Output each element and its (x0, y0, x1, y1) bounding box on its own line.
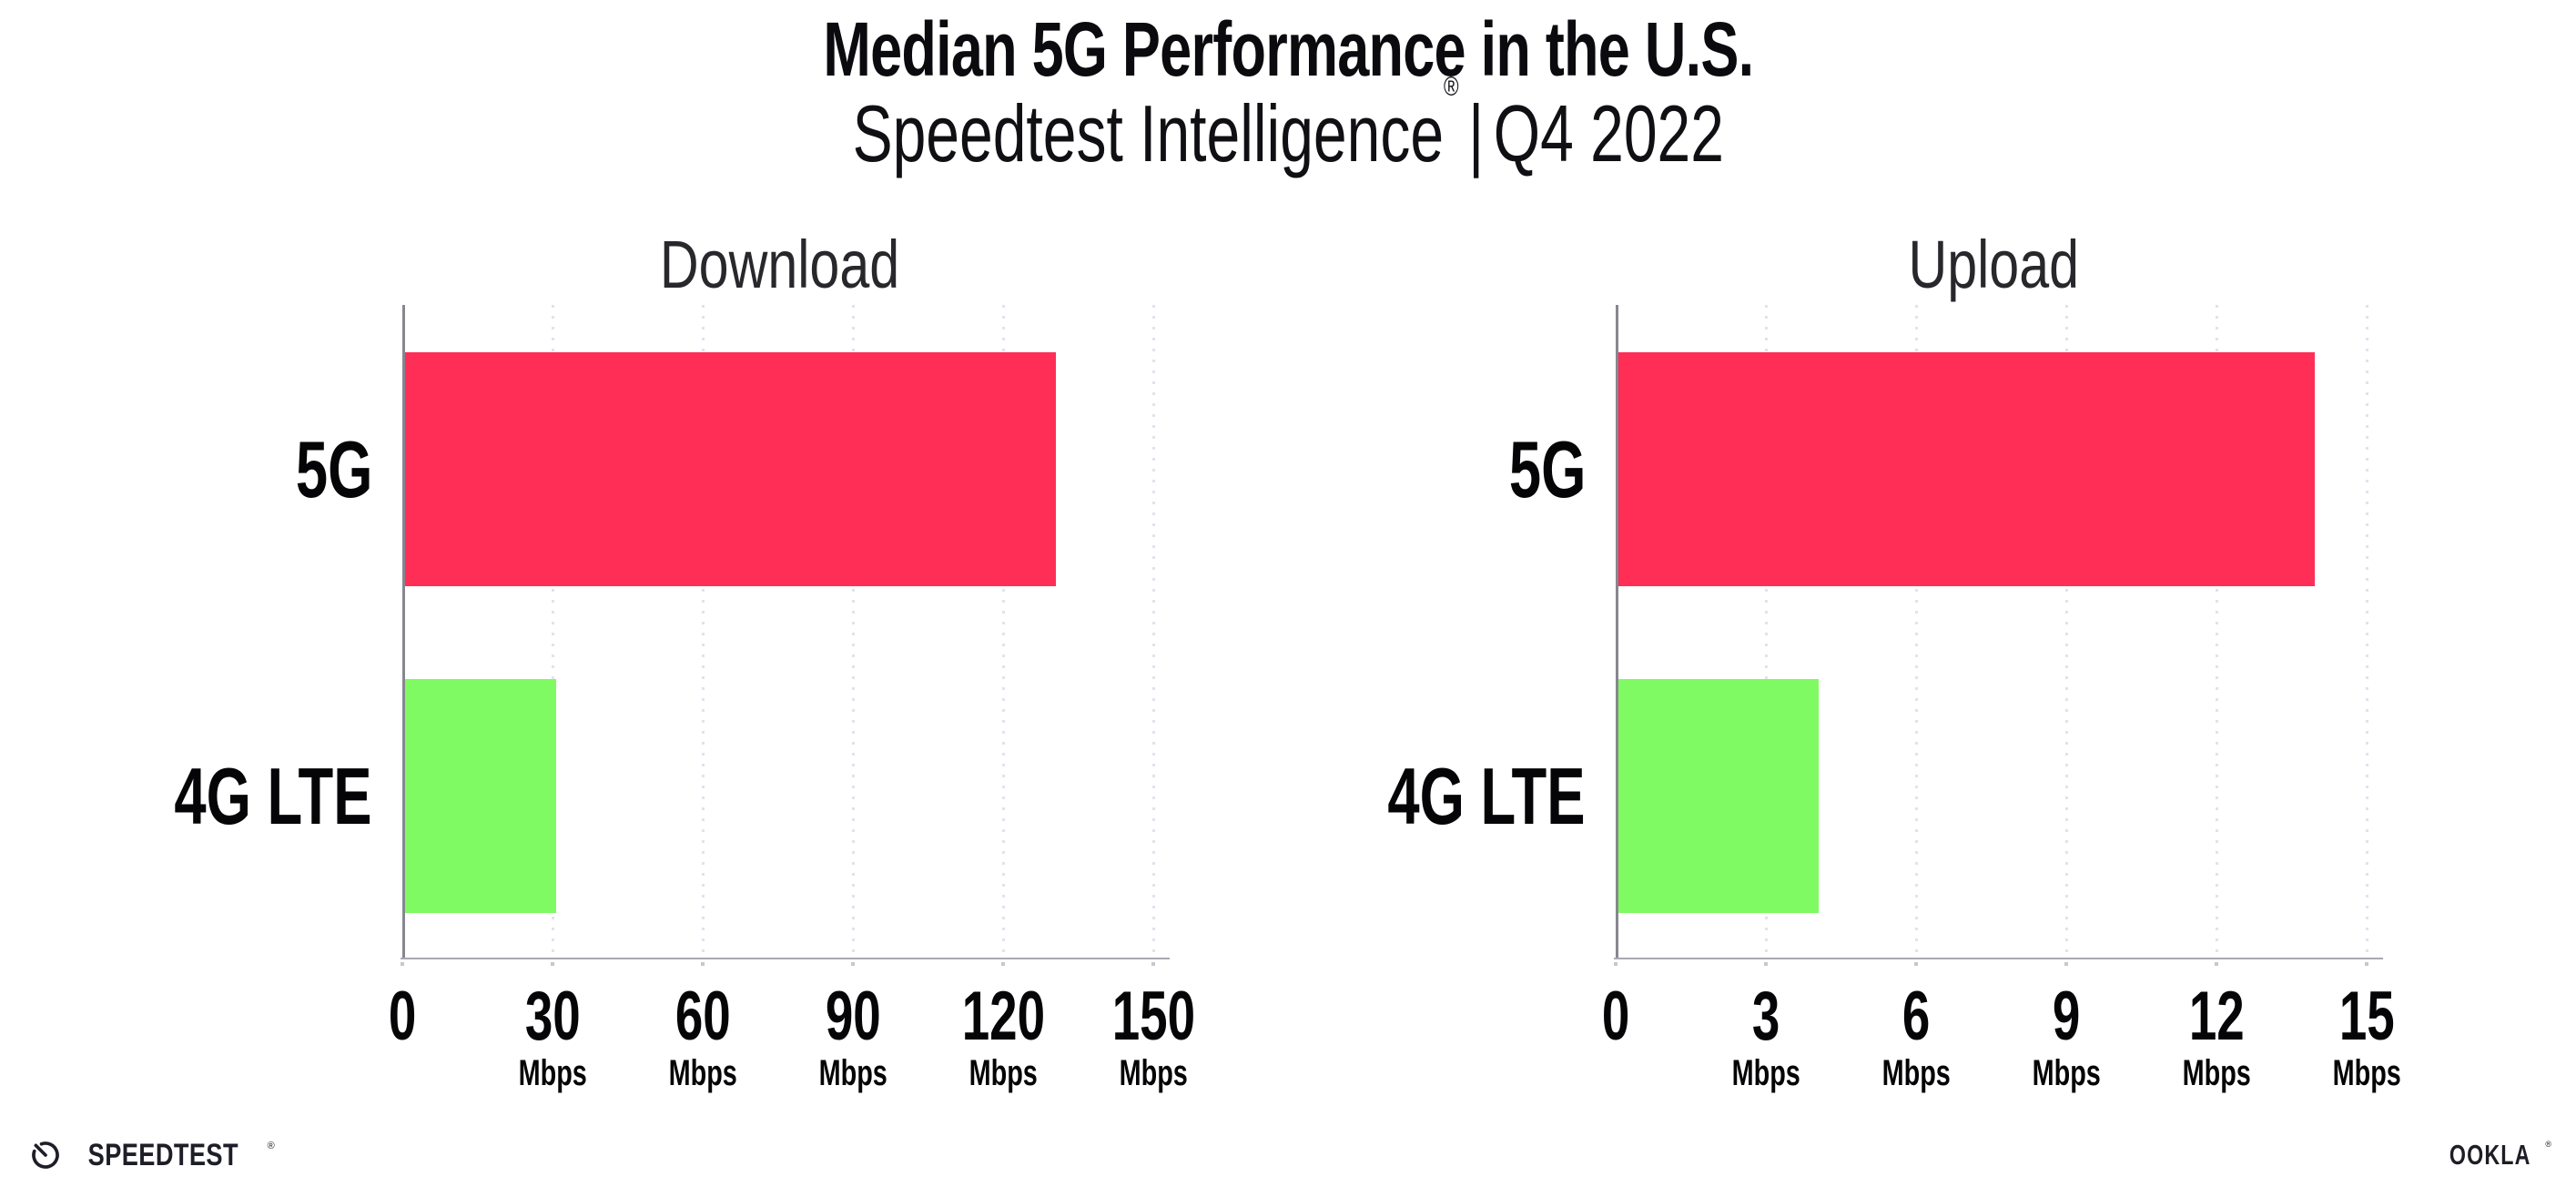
x-axis-line (401, 958, 1170, 959)
tick-label: 12 (2188, 978, 2245, 1055)
chart-title-upload: Upload (1908, 227, 2079, 302)
tick-label: 120 (961, 978, 1045, 1055)
tick-mark (851, 962, 855, 966)
category-label-4g-lte: 4G LTE (1387, 751, 1586, 841)
gridline (1151, 305, 1155, 959)
plot-area (401, 305, 1170, 959)
tick-label: 30 (524, 978, 581, 1055)
subtitle-product: Speedtest Intelligence (852, 88, 1444, 178)
ookla-logo: OOKLA ® (2436, 1140, 2551, 1171)
chart-title-download: Download (660, 227, 900, 302)
tick-label: 0 (1601, 978, 1630, 1055)
gridline (701, 305, 705, 959)
tick-mark (2215, 962, 2218, 966)
tick-label: 150 (1111, 978, 1195, 1055)
speedtest-wordmark: SPEEDTEST (87, 1137, 239, 1172)
category-label-4g-lte: 4G LTE (174, 751, 372, 841)
ookla-trademark: ® (2545, 1140, 2551, 1149)
tick-unit-label: Mbps (1731, 1053, 1800, 1093)
page-subtitle: Speedtest Intelligence® | Q4 2022 (0, 72, 2576, 180)
tick-unit-label: Mbps (969, 1053, 1038, 1093)
tick-mark (1151, 962, 1155, 966)
tick-label: 60 (674, 978, 731, 1055)
gridline (1001, 305, 1005, 959)
bar-5g (405, 352, 1056, 586)
tick-mark (2064, 962, 2068, 966)
tick-label: 15 (2338, 978, 2395, 1055)
category-label-5g: 5G (295, 424, 372, 514)
x-axis-ticks: 0 30 Mbps 60 Mbps 90 Mbps 120 Mbps 150 Mbps (389, 959, 1195, 1141)
y-axis-spine (1616, 305, 1618, 959)
ookla-wordmark: OOKLA (2449, 1139, 2531, 1171)
tick-unit-label: Mbps (2332, 1053, 2401, 1093)
tick-mark (1764, 962, 1768, 966)
page-title-text: Median 5G Performance in the U.S. (822, 6, 1754, 92)
gridline (1914, 305, 1918, 959)
x-axis-line (1614, 958, 2383, 959)
subtitle-period: Q4 2022 (1493, 88, 1724, 178)
tick-unit-label: Mbps (668, 1053, 737, 1093)
tick-mark (551, 962, 554, 966)
tick-unit-label: Mbps (1881, 1053, 1951, 1093)
plot-area (1614, 305, 2383, 959)
tick-label: 0 (388, 978, 417, 1055)
gridline (2064, 305, 2068, 959)
bar-4g-lte (1618, 679, 1819, 913)
tick-mark (1614, 962, 1618, 966)
tick-mark (401, 962, 404, 966)
download-chart-panel: Download 5G 4G LTE 0 30 Mbps 60 Mbps 90 Mbps 12… (56, 218, 1195, 1141)
tick-unit-label: Mbps (2182, 1053, 2251, 1093)
speedtest-trademark: ® (267, 1141, 275, 1151)
tick-mark (701, 962, 705, 966)
tick-mark (2365, 962, 2368, 966)
page-title: Median 5G Performance in the U.S. (0, 5, 2576, 94)
gridline (2365, 305, 2368, 959)
tick-label: 3 (1751, 978, 1780, 1055)
speedtest-logo: SPEEDTEST ® (30, 1137, 275, 1172)
gridline (551, 305, 554, 959)
tick-label: 6 (1902, 978, 1931, 1055)
tick-label: 90 (825, 978, 881, 1055)
gridline (851, 305, 855, 959)
bar-5g (1618, 352, 2315, 586)
tick-unit-label: Mbps (518, 1053, 587, 1093)
bar-4g-lte (405, 679, 556, 913)
gridline (1764, 305, 1768, 959)
tick-unit-label: Mbps (1119, 1053, 1188, 1093)
tick-mark (1914, 962, 1918, 966)
tick-label: 9 (2052, 978, 2081, 1055)
y-axis-spine (402, 305, 405, 959)
gridline (2215, 305, 2218, 959)
upload-chart-panel: Upload 5G 4G LTE 0 3 Mbps 6 Mbps 9 Mbps 12 Mbps 1… (1270, 218, 2401, 1141)
category-label-5g: 5G (1508, 424, 1586, 514)
tick-unit-label: Mbps (2032, 1053, 2101, 1093)
tick-unit-label: Mbps (818, 1053, 887, 1093)
x-axis-ticks: 0 3 Mbps 6 Mbps 9 Mbps 12 Mbps 15 Mbps (1602, 959, 2401, 1141)
subtitle-separator: | (1467, 88, 1484, 178)
tick-mark (1001, 962, 1005, 966)
speedtest-gauge-icon (32, 1141, 59, 1169)
registered-mark: ® (1443, 71, 1459, 102)
